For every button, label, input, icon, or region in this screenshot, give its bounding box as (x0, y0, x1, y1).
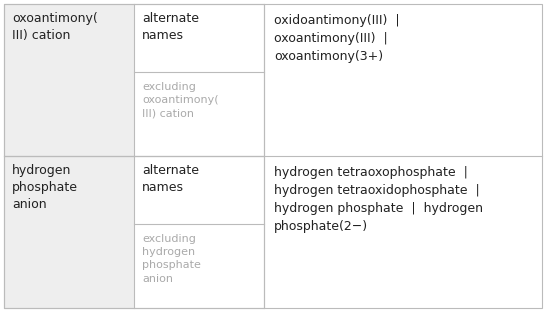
Bar (4, 156, 264, 308)
Text: hydrogen tetraoxophosphate  |
hydrogen tetraoxidophosphate  |
hydrogen phosphate: hydrogen tetraoxophosphate | hydrogen te… (274, 166, 483, 233)
Bar (4, 4, 134, 156)
Text: alternate
names: alternate names (142, 164, 199, 194)
Bar (4, 4, 264, 156)
Bar (134, 72, 264, 156)
Bar (134, 224, 264, 308)
Text: alternate
names: alternate names (142, 12, 199, 42)
Bar (134, 156, 264, 224)
Text: oxidoantimony(III)  |
oxoantimony(III)  |
oxoantimony(3+): oxidoantimony(III) | oxoantimony(III) | … (274, 14, 400, 63)
Bar (4, 156, 134, 308)
Text: hydrogen
phosphate
anion: hydrogen phosphate anion (12, 164, 78, 211)
Bar (134, 4, 264, 72)
Text: oxoantimony(
III) cation: oxoantimony( III) cation (12, 12, 98, 42)
Text: excluding
hydrogen
phosphate
anion: excluding hydrogen phosphate anion (142, 234, 201, 284)
Text: excluding
oxoantimony(
III) cation: excluding oxoantimony( III) cation (142, 82, 218, 119)
